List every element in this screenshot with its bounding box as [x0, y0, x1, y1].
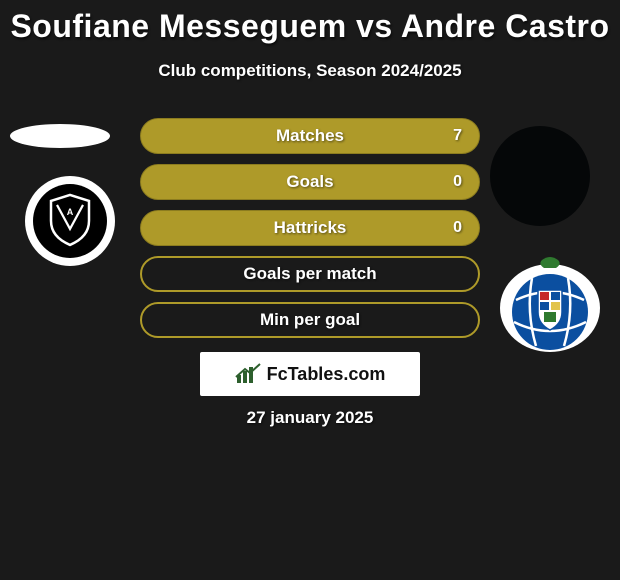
- svg-text:A: A: [67, 207, 74, 217]
- stat-value: 7: [453, 127, 462, 145]
- player-right-headshot: [490, 126, 590, 226]
- club-crest-right: [500, 254, 600, 354]
- bar-chart-icon: [235, 363, 261, 385]
- stat-label: Goals: [140, 172, 480, 192]
- promo-fctables: FcTables.com: [200, 352, 420, 396]
- stat-row-goals: Goals 0: [140, 164, 480, 200]
- stat-row-matches: Matches 7: [140, 118, 480, 154]
- date-line: 27 january 2025: [0, 408, 620, 428]
- stat-label: Matches: [140, 126, 480, 146]
- stat-row-goals-per-match: Goals per match: [140, 256, 480, 292]
- crest-right-icon: [500, 254, 600, 354]
- stat-value: 0: [453, 219, 462, 237]
- stats-bars: Matches 7 Goals 0 Hattricks 0 Goals per …: [140, 118, 480, 348]
- infographic-container: Soufiane Messeguem vs Andre Castro Club …: [0, 0, 620, 580]
- stat-value: 0: [453, 173, 462, 191]
- stat-row-min-per-goal: Min per goal: [140, 302, 480, 338]
- club-crest-left: A: [25, 176, 115, 266]
- stat-label: Hattricks: [140, 218, 480, 238]
- promo-text: FcTables.com: [267, 364, 386, 385]
- crest-left-shield-icon: A: [47, 193, 93, 247]
- player-left-headshot: [10, 124, 110, 148]
- stat-label: Min per goal: [140, 310, 480, 330]
- stat-label: Goals per match: [140, 264, 480, 284]
- page-title: Soufiane Messeguem vs Andre Castro: [0, 0, 620, 45]
- page-subtitle: Club competitions, Season 2024/2025: [0, 61, 620, 81]
- stat-row-hattricks: Hattricks 0: [140, 210, 480, 246]
